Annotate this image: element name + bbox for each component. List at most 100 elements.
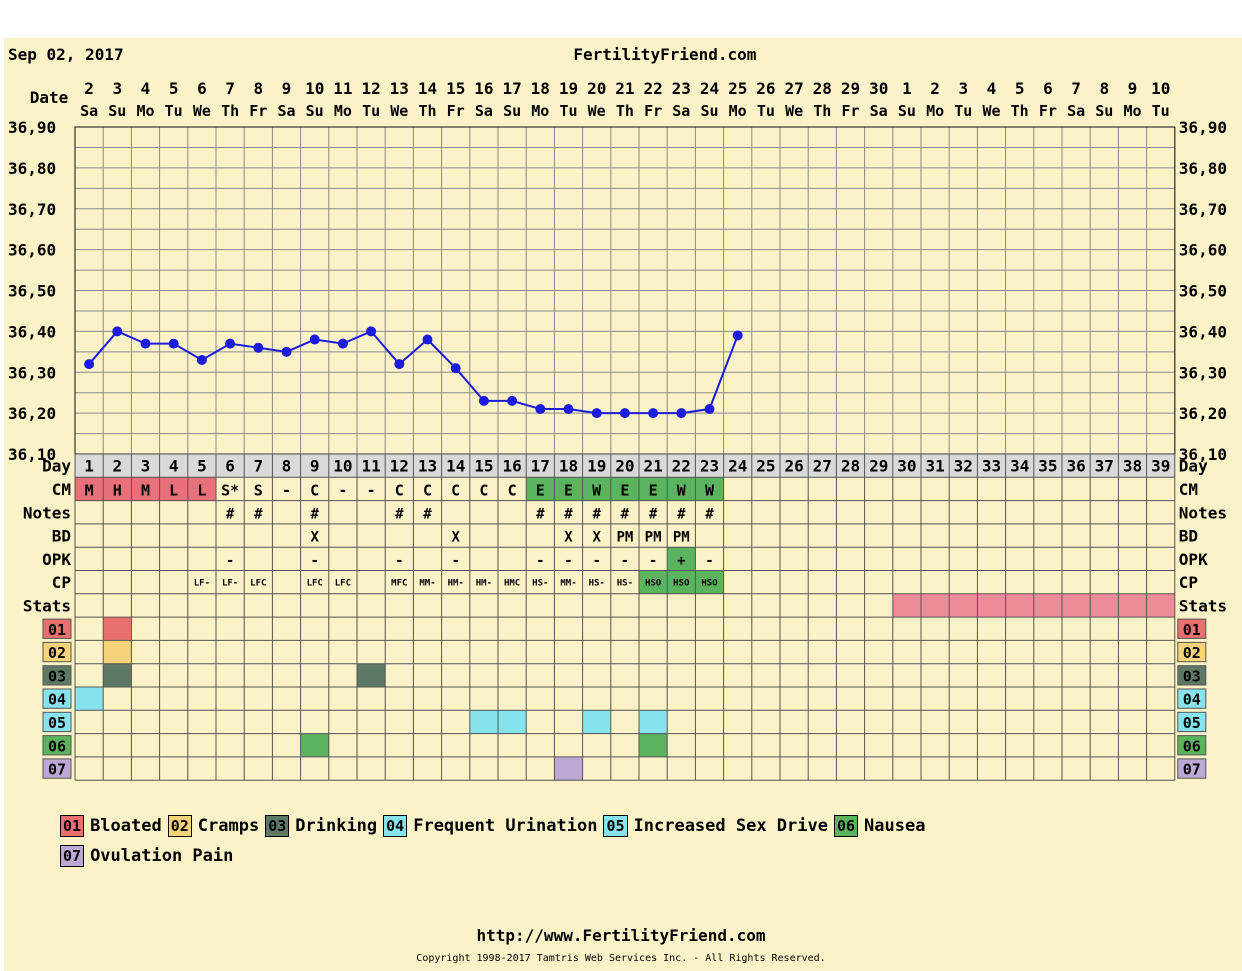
temperature-point [112, 326, 123, 337]
cm-value: S* [221, 481, 239, 499]
legend-item: 01 Bloated [60, 811, 162, 841]
legend-code: 02 [167, 815, 192, 837]
cm-cell-fill [554, 477, 583, 501]
day-number: 18 [559, 457, 578, 476]
date-number: 10 [305, 79, 324, 98]
day-number: 15 [474, 457, 493, 476]
legend-code: 03 [265, 815, 290, 837]
symptom-cell-fill [469, 710, 498, 734]
temperature-point [478, 395, 489, 406]
opk-value: - [395, 553, 403, 569]
y-tick-left: 36,40 [8, 322, 56, 341]
cm-cell-fill [610, 477, 639, 501]
y-tick-left: 36,50 [8, 282, 56, 301]
day-number: 32 [954, 457, 973, 476]
date-number: 7 [225, 79, 235, 98]
date-weekday: Mo [531, 102, 549, 120]
opk-value: - [621, 553, 629, 569]
cp-cell-fill [639, 570, 668, 594]
date-weekday: We [390, 102, 408, 120]
y-tick-right: 36,50 [1179, 282, 1227, 301]
day-number: 13 [418, 457, 437, 476]
date-weekday: Mo [926, 102, 944, 120]
cm-value: M [85, 481, 94, 499]
row-label-day: Day [42, 457, 71, 476]
temperature-point [507, 395, 518, 406]
symptom-cell-fill [103, 640, 132, 664]
date-number: 29 [841, 79, 860, 98]
row-label-stats-right: Stats [1179, 596, 1227, 615]
date-weekday: Mo [334, 102, 352, 120]
date-weekday: Sa [475, 102, 493, 120]
temperature-point [648, 408, 659, 419]
bd-value: X [592, 530, 601, 546]
date-weekday: Tu [165, 102, 183, 120]
y-tick-right: 36,30 [1179, 363, 1227, 382]
cm-value: C [479, 481, 488, 499]
symptom-cell-fill [639, 733, 668, 757]
legend-item: 05 Increased Sex Drive [603, 811, 828, 841]
date-number: 6 [197, 79, 207, 98]
temperature-point [591, 408, 602, 419]
symptom-code: 03 [48, 667, 66, 685]
row-label-opk-right: OPK [1179, 550, 1208, 569]
temperature-point [563, 404, 574, 415]
cm-value: M [141, 481, 150, 499]
y-tick-right: 36,20 [1179, 404, 1227, 423]
legend-code: 01 [60, 815, 85, 837]
bd-value: X [451, 530, 460, 546]
y-tick-left: 36,30 [8, 363, 56, 382]
header-date: Sep 02, 2017 [8, 45, 124, 64]
cp-value: HMC [504, 579, 520, 589]
symptom-code-right: 03 [1183, 667, 1201, 685]
symptom-code: 01 [48, 621, 66, 639]
legend-code: 05 [603, 815, 628, 837]
symptom-code: 06 [48, 737, 66, 755]
temperature-point [168, 338, 179, 349]
cm-value: E [536, 481, 545, 499]
row-label-notes: Notes [23, 503, 71, 522]
row-label-notes-right: Notes [1179, 503, 1227, 522]
symptom-code-right: 05 [1183, 714, 1201, 732]
footer-url[interactable]: http://www.FertilityFriend.com [476, 926, 766, 945]
symptom-cell-fill [582, 710, 611, 734]
legend-label: Bloated [90, 816, 162, 836]
day-number: 33 [982, 457, 1001, 476]
notes-marker: # [310, 506, 319, 522]
row-label-cm: CM [52, 480, 71, 499]
date-number: 5 [1015, 79, 1025, 98]
cm-value: C [310, 481, 319, 499]
temperature-point [394, 359, 405, 370]
date-number: 4 [987, 79, 997, 98]
opk-value: - [592, 553, 600, 569]
cp-value: HSO [645, 579, 662, 589]
opk-value: - [649, 553, 657, 569]
date-weekday: We [982, 102, 1000, 120]
day-number: 27 [813, 457, 832, 476]
symptom-code-badge-right [1177, 618, 1207, 639]
y-tick-right: 36,40 [1179, 322, 1227, 341]
notes-marker: # [254, 506, 263, 522]
row-label-cp-right: CP [1179, 573, 1198, 592]
row-label-stats: Stats [23, 596, 71, 615]
temperature-point [84, 359, 95, 370]
date-weekday: Fr [249, 102, 267, 120]
legend-label: Cramps [197, 816, 260, 836]
symptom-code-right: 06 [1183, 737, 1201, 755]
cm-cell-fill [695, 477, 724, 501]
symptom-code-badge [42, 641, 72, 663]
date-weekday: Th [813, 102, 831, 120]
y-tick-left: 36,20 [8, 404, 56, 423]
y-tick-right: 36,70 [1179, 200, 1227, 219]
date-number: 28 [813, 79, 832, 98]
date-weekday: Su [306, 102, 324, 120]
date-weekday: Tu [1152, 102, 1170, 120]
notes-marker: # [395, 506, 404, 522]
date-number: 7 [1071, 79, 1081, 98]
cm-cell-fill [582, 477, 611, 501]
date-label: Date [30, 88, 69, 107]
symptom-code-badge-right [1177, 665, 1207, 686]
date-weekday: Sa [277, 102, 295, 120]
row-label-bd: BD [52, 527, 71, 546]
symptom-cell-fill [300, 733, 329, 757]
